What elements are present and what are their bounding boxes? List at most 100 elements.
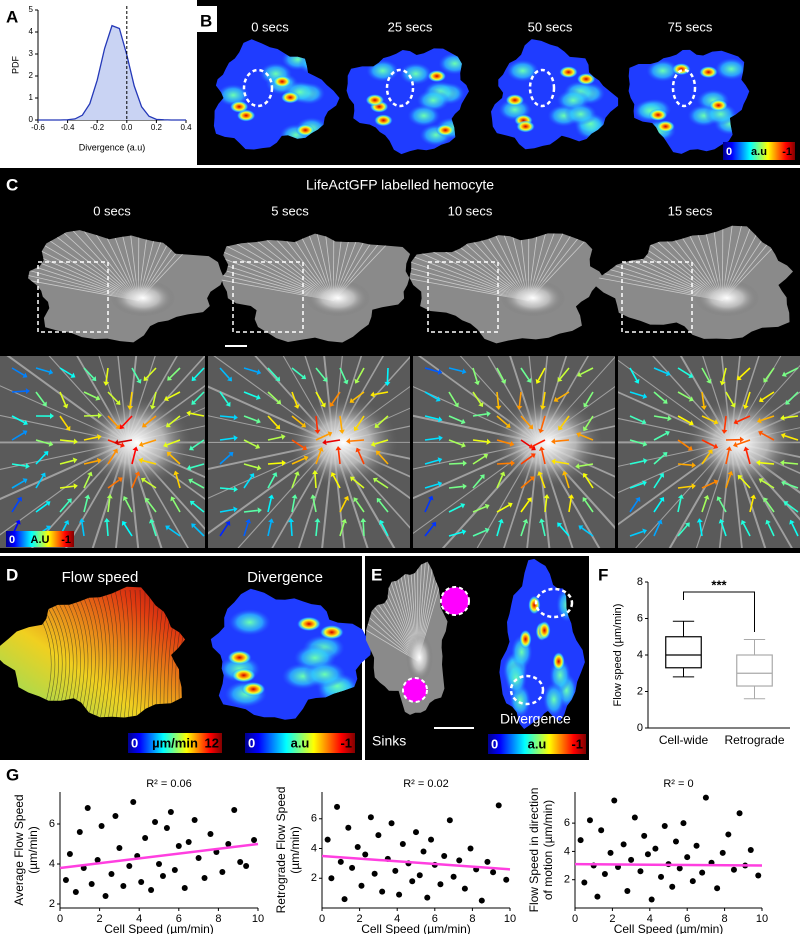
y-tick-label: 2 — [311, 872, 317, 884]
flow-arrowhead — [486, 410, 491, 417]
flow-arrowhead — [677, 494, 684, 499]
y-tick-label: 2 — [29, 71, 34, 80]
flow-arrow — [701, 481, 716, 489]
flow-arrow — [243, 475, 253, 489]
heat-spot — [365, 94, 385, 107]
heat-spot — [709, 99, 728, 112]
flow-arrowhead — [743, 446, 750, 452]
flow-arrowhead — [354, 378, 360, 384]
colorbar-low: 0 — [248, 735, 255, 750]
x-tick-label: Retrograde — [724, 733, 784, 747]
flow-arrow — [337, 449, 341, 465]
scatter-point — [175, 843, 182, 849]
flow-arrow — [11, 480, 25, 489]
colorbar-high: -1 — [61, 534, 71, 546]
flow-arrow — [424, 391, 438, 400]
flow-arrow — [168, 415, 181, 426]
flow-arrowhead — [314, 429, 321, 434]
scatter-point — [392, 867, 399, 874]
flow-arrowhead — [435, 396, 441, 402]
flow-arrow — [448, 485, 464, 489]
flow-arrowhead — [733, 418, 739, 425]
flow-arrowhead — [291, 494, 298, 499]
flow-arrow — [761, 480, 775, 489]
flow-arrow — [560, 415, 570, 428]
streamline — [89, 589, 104, 718]
flow-arrowhead — [530, 453, 536, 459]
flow-arrow — [169, 453, 181, 465]
flow-arrow — [739, 477, 751, 489]
flow-arrow — [745, 391, 751, 406]
flow-arrow — [219, 367, 230, 379]
flow-arrow — [83, 391, 98, 399]
flow-arrow — [424, 524, 435, 537]
flow-arrowhead — [189, 445, 195, 451]
flow-arrowhead — [114, 439, 119, 446]
flow-arrowhead — [789, 519, 795, 525]
significance-bracket — [683, 591, 755, 632]
colorbar-unit: a.u — [751, 146, 767, 158]
scatter-point — [399, 841, 406, 848]
flow-arrowhead — [634, 378, 640, 384]
flow-arrowhead — [167, 375, 173, 381]
scatter-point — [641, 832, 648, 839]
flow-arrow — [59, 391, 67, 406]
flow-arrowhead — [329, 401, 335, 407]
scatter-point — [152, 819, 159, 825]
flow-arrowhead — [575, 463, 580, 470]
flow-arrowhead — [370, 441, 376, 447]
flow-arrow — [424, 415, 439, 421]
scatter-point — [719, 849, 726, 856]
flow-arrow — [332, 475, 341, 489]
y-tick-label: 2 — [637, 685, 643, 697]
flow-arrow — [701, 498, 708, 513]
flow-arrowhead — [245, 518, 252, 524]
flow-arrow — [193, 525, 205, 537]
scatter-point — [437, 881, 444, 888]
streamline — [119, 589, 126, 718]
scatter-point — [702, 794, 709, 801]
flow-arrow — [83, 367, 95, 379]
flow-arrowhead — [557, 376, 563, 382]
flow-arrow — [540, 415, 546, 430]
actin-fiber — [618, 356, 732, 443]
flow-arrow — [472, 476, 483, 489]
flow-arrowhead — [635, 497, 641, 503]
colorbar-low: 0 — [491, 736, 498, 751]
scatter-point — [755, 872, 762, 879]
flow-arrowhead — [662, 452, 668, 457]
flow-arrow — [267, 391, 279, 403]
flow-arrowhead — [22, 372, 28, 378]
y-axis-label: (µm/min) — [288, 826, 302, 874]
zoom-box — [621, 261, 693, 333]
flow-arrowhead — [228, 451, 234, 457]
sink-ring — [242, 68, 274, 108]
flow-arrowhead — [461, 368, 467, 375]
flow-arrowhead — [142, 422, 148, 428]
scatter-point — [108, 871, 115, 877]
flow-arrow — [175, 474, 181, 489]
flow-arrowhead — [551, 438, 556, 445]
flow-arrow — [653, 522, 661, 537]
time-label: 10 secs — [448, 203, 493, 218]
scatter-point — [94, 857, 101, 863]
flow-arrowhead — [553, 396, 559, 402]
actin-fiber — [649, 356, 732, 443]
flow-arrow — [131, 367, 140, 381]
scatter-point — [416, 872, 423, 879]
flow-arrow — [219, 391, 229, 404]
flow-arrowhead — [537, 471, 543, 476]
flow-arrow — [219, 415, 235, 419]
flow-arrowhead — [478, 401, 484, 407]
flow-arrowhead — [427, 495, 434, 501]
flow-arrowhead — [300, 422, 306, 428]
flow-arrowhead — [765, 519, 771, 525]
actin-fiber — [413, 356, 539, 443]
y-tick-label: 4 — [311, 842, 317, 854]
streamline — [84, 589, 100, 718]
heat-spot — [399, 62, 433, 85]
flow-arrowhead — [66, 498, 72, 504]
flow-arrow — [374, 439, 389, 445]
flow-arrow — [520, 415, 532, 427]
flow-arrowhead — [268, 494, 275, 500]
